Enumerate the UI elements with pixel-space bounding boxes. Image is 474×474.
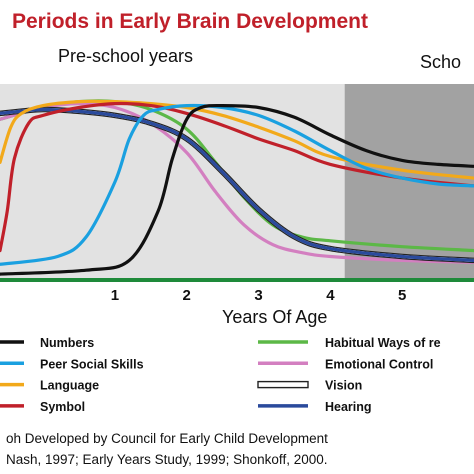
source-line-2: Nash, 1997; Early Years Study, 1999; Sho…: [6, 452, 327, 467]
legend-item-emotional-control: Emotional Control: [258, 357, 433, 371]
legend-item-vision: Vision: [257, 379, 362, 393]
series-layer: [0, 99, 474, 276]
series-emotional-control: [0, 101, 474, 264]
legend-label: Peer Social Skills: [40, 357, 144, 371]
legend-label: Hearing: [325, 400, 372, 414]
series-line: [0, 101, 474, 253]
x-tick-label: 1: [111, 287, 119, 304]
legend-label: Vision: [325, 379, 362, 393]
legend-item-hearing: Hearing: [258, 400, 372, 414]
x-tick-label: 3: [254, 287, 262, 304]
legend-item-symbol: Symbol: [0, 400, 85, 414]
series-line: [0, 101, 474, 264]
x-tick-label: 5: [398, 287, 406, 304]
legend-label: Symbol: [40, 400, 85, 414]
legend-swatch: [257, 380, 309, 389]
chart-title: Periods in Early Brain Development: [12, 10, 368, 33]
region-label-preschool: Pre-school years: [58, 46, 193, 66]
series-hearing: [0, 107, 474, 262]
x-ticks: 1 2 3 4 5: [111, 287, 407, 304]
x-axis-label: Years Of Age: [222, 307, 327, 327]
x-tick-label: 4: [326, 287, 335, 304]
legend-item-habitual-ways-of-re: Habitual Ways of re: [258, 336, 441, 350]
legend-label: Numbers: [40, 336, 94, 350]
legend-label: Language: [40, 379, 99, 393]
legend: Numbers Peer Social Skills Language Symbol H…: [0, 336, 441, 414]
region-label-school: Scho: [420, 52, 461, 72]
series-numbers: [0, 103, 474, 276]
series-line: [0, 103, 474, 276]
legend-label: Habitual Ways of re: [325, 336, 441, 350]
series-symbol: [0, 101, 474, 253]
legend-label: Emotional Control: [325, 357, 433, 371]
legend-item-peer-social-skills: Peer Social Skills: [0, 357, 144, 371]
legend-item-language: Language: [0, 379, 99, 393]
plot-area: [0, 84, 474, 282]
series-line: [0, 107, 474, 262]
legend-item-numbers: Numbers: [0, 336, 94, 350]
x-tick-label: 2: [183, 287, 191, 304]
source-line-1: oh Developed by Council for Early Child …: [6, 431, 328, 446]
